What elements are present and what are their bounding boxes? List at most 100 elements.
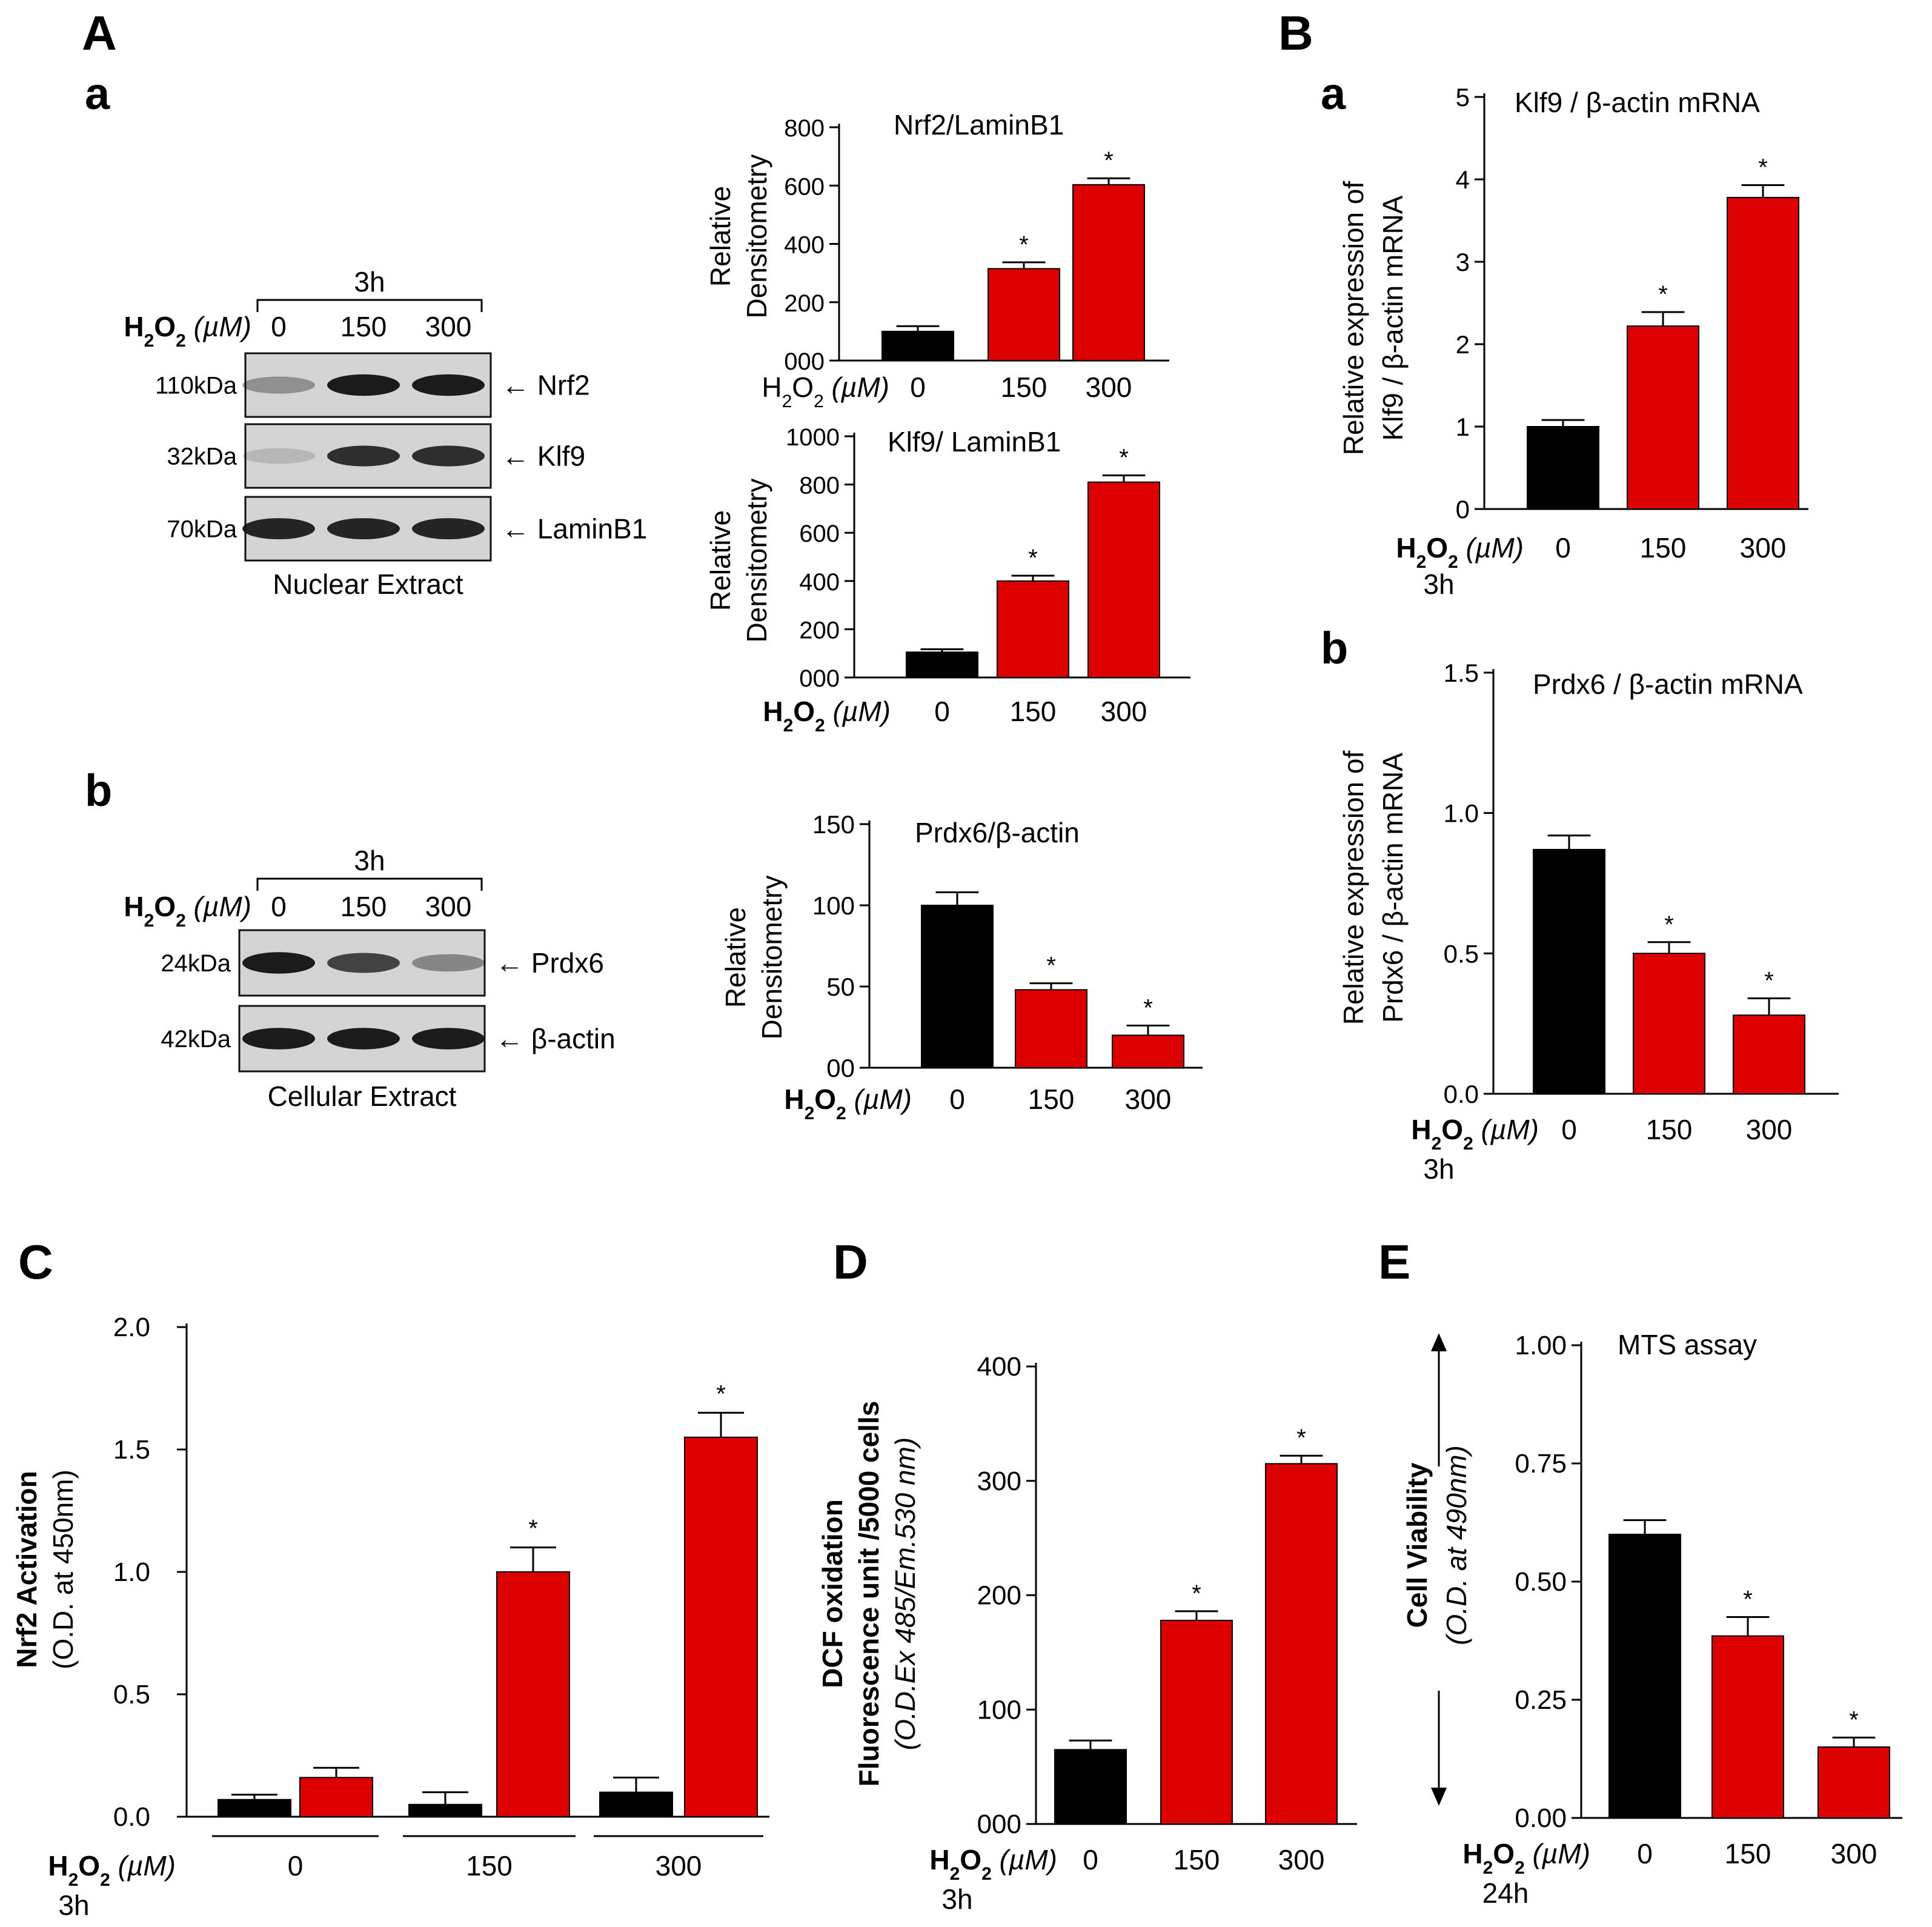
bar-300 [1727, 196, 1799, 510]
panel-label-B-a: a [1321, 68, 1346, 119]
band-label: ← Klf9 [502, 441, 585, 472]
bar-control-0 [217, 1799, 291, 1817]
x-tick-label: 150 [466, 1850, 513, 1882]
prdx6-x-prefix: H2O2 (µM) [784, 1083, 912, 1123]
lane-dose: 300 [425, 891, 472, 922]
y-axis-label: Relative expression of [1338, 751, 1369, 1025]
kda-label: 24kDa [161, 950, 231, 977]
panel-label-A-b: b [85, 765, 112, 816]
panel-label-A-a: a [85, 68, 110, 119]
x-tick-label: 300 [1086, 371, 1132, 403]
bar-150 [1633, 953, 1705, 1095]
significance-mark: * [1664, 911, 1674, 938]
kda-label: 110kDa [155, 373, 237, 399]
y-axis-label: Relative expression of [1338, 181, 1369, 456]
chart-title: Prdx6/β-actin [915, 817, 1080, 848]
y-tick-label: 50 [826, 973, 855, 1001]
chart-title: Klf9 / β-actin mRNA [1515, 87, 1760, 118]
significance-mark: * [1743, 1586, 1753, 1613]
time-label: 3h [354, 266, 385, 298]
y-tick-label: 0.00 [1515, 1803, 1567, 1833]
y-tick-label: 150 [812, 810, 855, 839]
chart-title: Prdx6 / β-actin mRNA [1533, 668, 1803, 700]
bar-0 [881, 330, 954, 361]
x-tick-label: 0 [1561, 1114, 1577, 1145]
x-tick-label: 300 [1740, 532, 1787, 564]
y-axis-label: Relative [705, 510, 736, 611]
y-axis-label: Fluorescence unit /5000 cells [853, 1401, 885, 1787]
bar-control-300 [599, 1791, 673, 1818]
y-tick-label: 3 [1456, 248, 1470, 276]
x-tick-label: 300 [656, 1850, 702, 1882]
y-axis-label: Nrf2 Activation [11, 1471, 42, 1668]
x-tick-label: 0 [1555, 532, 1571, 564]
band [327, 445, 400, 467]
y-tick-label: 200 [799, 617, 840, 644]
y-tick-label: 200 [977, 1581, 1021, 1611]
time-bracket [256, 299, 483, 312]
bar-150 [1015, 989, 1087, 1068]
band [242, 518, 315, 539]
bar-0 [1533, 848, 1605, 1095]
band-label: ← β-actin [496, 1023, 616, 1054]
band-label: ← LaminB1 [502, 513, 647, 545]
y-tick-label: 2 [1456, 330, 1470, 359]
bar-150 [1627, 325, 1699, 510]
chart-prdx6_actin: 00 50 100 150 0 * 150 * 300 Prdx6/β-actin Relative… [720, 810, 1203, 1115]
y-tick-label: 0 [1456, 495, 1470, 524]
x-tick-label: 150 [1173, 1844, 1220, 1875]
bar-treated-150 [496, 1571, 570, 1817]
band-label: ← Nrf2 [502, 370, 590, 401]
y-axis-label: (O.D.Ex 485/Em.530 nm) [889, 1437, 921, 1750]
bar-0 [906, 651, 978, 678]
bar-treated-300 [684, 1436, 758, 1818]
y-tick-label: 0.5 [1444, 939, 1479, 968]
x-tick-label: 0 [910, 371, 926, 403]
time-label: 3h [354, 845, 385, 876]
time-label-C: 3h [58, 1889, 89, 1921]
chart-title: Nrf2/LaminB1 [894, 109, 1064, 141]
x-tick-label: 0 [949, 1083, 965, 1115]
bar-300 [1817, 1746, 1890, 1819]
y-tick-label: 200 [784, 290, 825, 317]
dcf-x-prefix: H2O2 (µM) [929, 1844, 1057, 1884]
chart-title: Klf9/ LaminB1 [888, 426, 1061, 458]
x-tick-label: 0 [934, 696, 950, 727]
lane-dose: 150 [340, 891, 387, 922]
significance-mark: * [1143, 994, 1153, 1021]
y-tick-label: 1.5 [113, 1435, 150, 1465]
x-tick-label: 300 [1746, 1114, 1793, 1145]
y-axis-label: (O.D. at 490nm) [1441, 1445, 1472, 1645]
time-label-Bb: 3h [1423, 1153, 1454, 1185]
significance-mark: * [1296, 1425, 1306, 1451]
band [327, 374, 400, 396]
chart-klf9_mrna: 0 1 2 3 4 5 0 * 150 * 300 Klf9 / β-actin mRNA Relati… [1338, 83, 1808, 564]
kda-label: 42kDa [161, 1026, 231, 1053]
band [412, 445, 485, 467]
band [242, 448, 315, 464]
extract-caption: Cellular Extract [268, 1080, 457, 1112]
band [242, 1028, 315, 1050]
chart-dcf_oxidation: 000 100 200 300 400 0 * 150 * 300 DCF oxidation Flu… [817, 1352, 1357, 1875]
y-tick-label: 1.0 [113, 1557, 150, 1587]
band [327, 1028, 400, 1050]
bar-150 [1160, 1620, 1233, 1825]
x-tick-label: 300 [1101, 696, 1147, 727]
bar-0 [1527, 426, 1599, 510]
panel-label-B: B [1278, 6, 1313, 60]
y-tick-label: 0.5 [113, 1680, 150, 1709]
time-label-Ba: 3h [1423, 568, 1454, 600]
band [412, 374, 485, 396]
y-tick-label: 1000 [786, 424, 840, 451]
y-axis-label: Prdx6 / β-actin mRNA [1377, 753, 1409, 1023]
kda-label: 32kDa [167, 444, 237, 470]
significance-mark: * [1119, 444, 1129, 471]
y-axis-label: Klf9 / β-actin mRNA [1377, 195, 1409, 441]
time-bracket [256, 877, 483, 891]
bar-0 [1608, 1534, 1681, 1819]
time-label-D: 3h [941, 1883, 972, 1915]
lane-dose: 0 [271, 891, 287, 922]
band [327, 518, 400, 539]
y-axis-label: DCF oxidation [817, 1499, 848, 1688]
extract-caption: Nuclear Extract [273, 568, 463, 600]
